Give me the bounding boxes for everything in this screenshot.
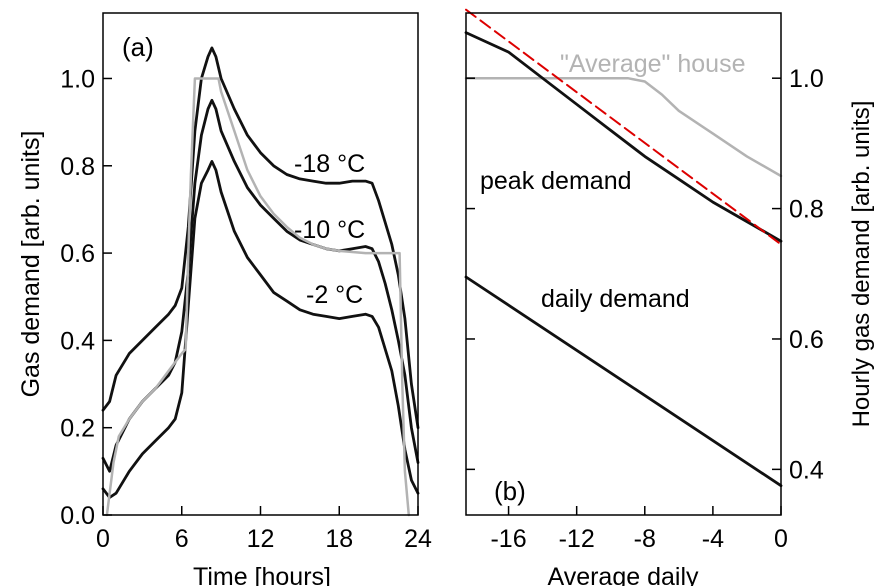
y-tick-label-a-3: 0.6 (60, 240, 95, 268)
series-line-b-0 (464, 76, 783, 178)
x-tick-label-b-4: 0 (774, 525, 788, 553)
panel-a-ylabel: Gas demand [arb. units] (17, 131, 45, 398)
x-tick-label-a-2: 12 (247, 525, 275, 553)
panel-a-label: (a) (122, 32, 154, 62)
y-tick-label-b-0: 0.4 (789, 456, 824, 484)
annotation-minus2: -2 °C (306, 281, 363, 309)
annotation-minus10: -10 °C (294, 216, 365, 244)
x-tick-label-a-0: 0 (96, 525, 110, 553)
x-tick-label-a-1: 6 (175, 525, 189, 553)
series-line-a-3 (105, 77, 411, 517)
series-line-a-2 (101, 159, 420, 499)
series-line-a-0 (101, 46, 420, 430)
y-tick-label-a-1: 0.2 (60, 415, 95, 443)
panel-b-frame (465, 12, 782, 516)
panel-a-xlabel: Time [hours] (193, 563, 331, 586)
x-tick-label-a-3: 18 (325, 525, 353, 553)
y-tick-label-a-0: 0.0 (60, 502, 95, 530)
series-line-b-1 (464, 31, 783, 243)
y-tick-label-a-4: 0.8 (60, 153, 95, 181)
panel-b-xlabel: Average daily (547, 563, 699, 586)
annotation-daily-demand: daily demand (541, 285, 690, 313)
annotation-peak-demand: peak demand (480, 167, 632, 195)
y-tick-label-a-5: 1.0 (60, 65, 95, 93)
y-tick-label-b-1: 0.6 (789, 326, 824, 354)
x-tick-label-a-4: 24 (404, 525, 432, 553)
annotation-minus18: -18 °C (294, 150, 365, 178)
series-line-a-1 (101, 98, 420, 473)
panel-b-series (464, 8, 783, 488)
y-tick-label-b-2: 0.8 (789, 196, 824, 224)
panel-b-ylabel: Hourly gas demand [arb. units] (848, 101, 875, 428)
series-line-b-2 (465, 8, 782, 246)
panel-a-series (101, 46, 420, 517)
x-tick-label-b-0: -16 (490, 525, 526, 553)
x-tick-label-b-2: -8 (634, 525, 656, 553)
x-tick-label-b-1: -12 (559, 525, 595, 553)
annotation-average-house: "Average" house (560, 50, 745, 78)
series-line-b-3 (464, 275, 783, 488)
panel-b-label: (b) (494, 476, 526, 506)
panel-a-frame (102, 12, 419, 516)
panel-a: 0 6 12 18 24 0.0 0.2 0.4 0.6 0.8 1.0 (a) -18 °C -1… (17, 12, 432, 586)
y-tick-label-a-2: 0.4 (60, 327, 95, 355)
x-tick-label-b-3: -4 (702, 525, 724, 553)
panel-b: -16 -12 -8 -4 0 0.4 0.6 0.8 1.0 (b) "Average" ho… (464, 8, 875, 586)
y-tick-label-b-3: 1.0 (789, 65, 824, 93)
